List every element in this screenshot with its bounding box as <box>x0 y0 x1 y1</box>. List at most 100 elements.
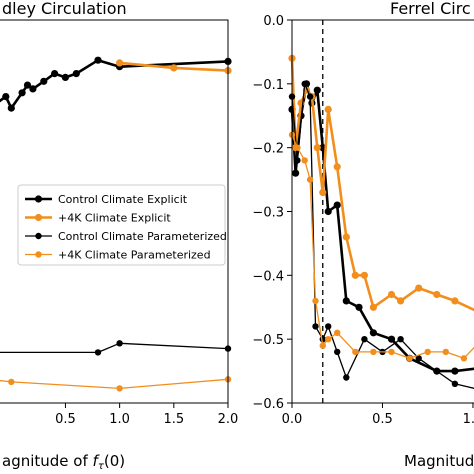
ferrel-4k-climate-parameterized-point <box>301 157 308 164</box>
hadley-x-tick-label: 1.5 <box>163 412 184 427</box>
hadley-4k-climate-explicit-point <box>170 64 178 72</box>
ferrel-4k-climate-explicit-point <box>415 284 423 292</box>
ferrel-control-climate-explicit-point <box>342 297 350 305</box>
legend-4k-climate-parameterized-label: +4K Climate Parameterized <box>58 249 211 262</box>
legend-4k-climate-explicit-label: +4K Climate Explicit <box>58 212 171 225</box>
ferrel-4k-climate-parameterized-point <box>460 355 468 362</box>
hadley-panel: 0.5 1.0 1.5 2.0 dley Circulation agnitude o… <box>0 0 238 472</box>
ferrel-y-tick-label: −0.2 <box>252 142 284 157</box>
hadley-axes-frame <box>0 19 229 404</box>
ferrel-4k-climate-explicit-point <box>351 271 359 279</box>
ferrel-control-climate-parameterized-point <box>312 323 319 330</box>
ferrel-control-climate-explicit-point <box>355 303 363 311</box>
ferrel-control-climate-parameterized-point <box>361 336 368 343</box>
ferrel-ticks: 0.0 0.5 1.0 0.0 −0.1 −0.2 −0.3 −0.4 −0.5 −0.6 <box>252 14 474 427</box>
ferrel-y-tick-label: −0.4 <box>252 269 284 284</box>
ferrel-4k-climate-explicit-point <box>360 271 368 279</box>
ferrel-control-climate-parameterized-point <box>306 93 314 100</box>
ferrel-series-group <box>288 54 474 389</box>
hadley-control-climate-explicit-line <box>0 58 229 110</box>
ferrel-4k-climate-parameterized-point <box>352 348 359 356</box>
ferrel-control-climate-parameterized-point <box>451 380 459 387</box>
ferrel-control-climate-explicit-point <box>369 329 377 337</box>
hadley-control-climate-explicit-point <box>7 104 15 112</box>
ferrel-4k-climate-parameterized-point <box>334 329 341 336</box>
ferrel-control-climate-parameterized-line <box>291 83 474 389</box>
ferrel-control-climate-parameterized-point <box>397 336 404 343</box>
ferrel-y-tick-label: 0.0 <box>263 14 284 29</box>
ferrel-4k-climate-parameterized-point <box>306 176 314 183</box>
ferrel-4k-climate-parameterized-point <box>325 336 332 343</box>
ferrel-4k-climate-parameterized-point <box>388 348 395 356</box>
ferrel-control-climate-parameterized-point <box>334 348 341 356</box>
hadley-x-tick-label: 1.0 <box>109 412 130 427</box>
ferrel-axes-frame <box>291 19 474 404</box>
ferrel-control-climate-parameterized-point <box>294 157 301 164</box>
hadley-4k-climate-parameterized-point <box>116 385 123 392</box>
ferrel-4k-climate-explicit-point <box>333 163 341 171</box>
ferrel-4k-climate-parameterized-point <box>424 348 431 356</box>
hadley-series-group <box>0 56 232 392</box>
hadley-control-climate-parameterized-point <box>116 340 123 347</box>
ferrel-4k-climate-parameterized-point <box>294 144 301 151</box>
ferrel-4k-climate-parameterized-point <box>406 355 413 362</box>
legend: Control Climate Explicit +4K Climate Expl… <box>17 184 227 266</box>
legend-box <box>17 184 226 266</box>
hadley-control-climate-explicit-point <box>51 70 59 78</box>
legend-control-climate-parameterized-marker <box>35 232 42 240</box>
ferrel-4k-climate-explicit-point <box>313 144 321 152</box>
ferrel-control-climate-parameterized-point <box>343 374 350 381</box>
ferrel-control-climate-parameterized-point <box>301 80 308 88</box>
ferrel-control-climate-explicit-point <box>451 367 459 375</box>
ferrel-y-tick-label: −0.5 <box>252 333 284 348</box>
hadley-control-climate-parameterized-point <box>94 349 102 356</box>
hadley-title: dley Circulation <box>2 0 127 18</box>
ferrel-title: Ferrel Circ <box>390 0 471 18</box>
ferrel-4k-climate-explicit-point <box>387 290 396 299</box>
legend-4k-climate-explicit-marker <box>34 213 43 222</box>
ferrel-control-climate-explicit-point <box>333 201 341 209</box>
hadley-x-ticks: 0.5 1.0 1.5 2.0 <box>55 403 238 427</box>
ferrel-y-tick-label: −0.6 <box>252 397 284 412</box>
hadley-4k-climate-explicit-point <box>116 59 124 67</box>
ferrel-control-climate-parameterized-point <box>433 367 440 375</box>
ferrel-x-tick-label: 0.0 <box>282 412 303 427</box>
ferrel-x-tick-label: 0.5 <box>372 412 393 427</box>
ferrel-x-axis-label: Magnitude <box>404 452 474 470</box>
hadley-control-climate-explicit-point <box>61 73 69 81</box>
ferrel-4k-climate-explicit-point <box>342 233 350 241</box>
hadley-control-climate-explicit-point <box>29 85 37 93</box>
hadley-4k-climate-parameterized-point <box>8 378 15 386</box>
hadley-4k-climate-parameterized-line <box>0 378 229 390</box>
hadley-control-climate-explicit-point <box>18 89 26 97</box>
hadley-x-tick-label: 0.5 <box>55 412 76 427</box>
hadley-control-climate-explicit-point <box>23 81 32 89</box>
ferrel-4k-climate-explicit-point <box>324 105 332 113</box>
ferrel-4k-climate-explicit-point <box>433 290 441 299</box>
ferrel-y-tick-label: −0.3 <box>252 206 284 221</box>
hadley-control-climate-parameterized-line <box>0 342 229 354</box>
hadley-control-climate-explicit-point <box>94 56 102 64</box>
ferrel-control-climate-explicit-point <box>313 86 321 94</box>
ferrel-4k-climate-parameterized-point <box>370 348 377 356</box>
ferrel-4k-climate-parameterized-point <box>312 297 319 305</box>
legend-control-climate-explicit-label: Control Climate Explicit <box>58 193 188 206</box>
ferrel-x-tick-label: 1.0 <box>463 412 474 427</box>
ferrel-control-climate-parameterized-point <box>325 323 332 330</box>
hadley-control-climate-explicit-point <box>40 77 48 85</box>
ferrel-4k-climate-explicit-point <box>397 297 405 305</box>
ferrel-4k-climate-parameterized-line <box>291 134 474 359</box>
ferrel-4k-climate-explicit-point <box>319 188 327 196</box>
ferrel-4k-climate-parameterized-point <box>319 342 326 349</box>
ferrel-y-tick-label: −0.1 <box>252 78 284 93</box>
legend-control-climate-explicit-marker <box>34 195 43 203</box>
ferrel-4k-climate-explicit-point <box>451 297 459 305</box>
hadley-control-climate-explicit-point <box>2 93 10 101</box>
ferrel-control-climate-explicit-point <box>292 169 300 177</box>
ferrel-4k-climate-parameterized-point <box>442 348 449 356</box>
hadley-x-axis-label: agnitude of fτ(0) <box>2 452 125 472</box>
ferrel-4k-climate-explicit-line <box>290 58 474 312</box>
ferrel-panel: 0.0 0.5 1.0 0.0 −0.1 −0.2 −0.3 −0.4 −0.5 −0.6 Fer… <box>252 0 474 470</box>
ferrel-4k-climate-explicit-point <box>369 303 377 311</box>
